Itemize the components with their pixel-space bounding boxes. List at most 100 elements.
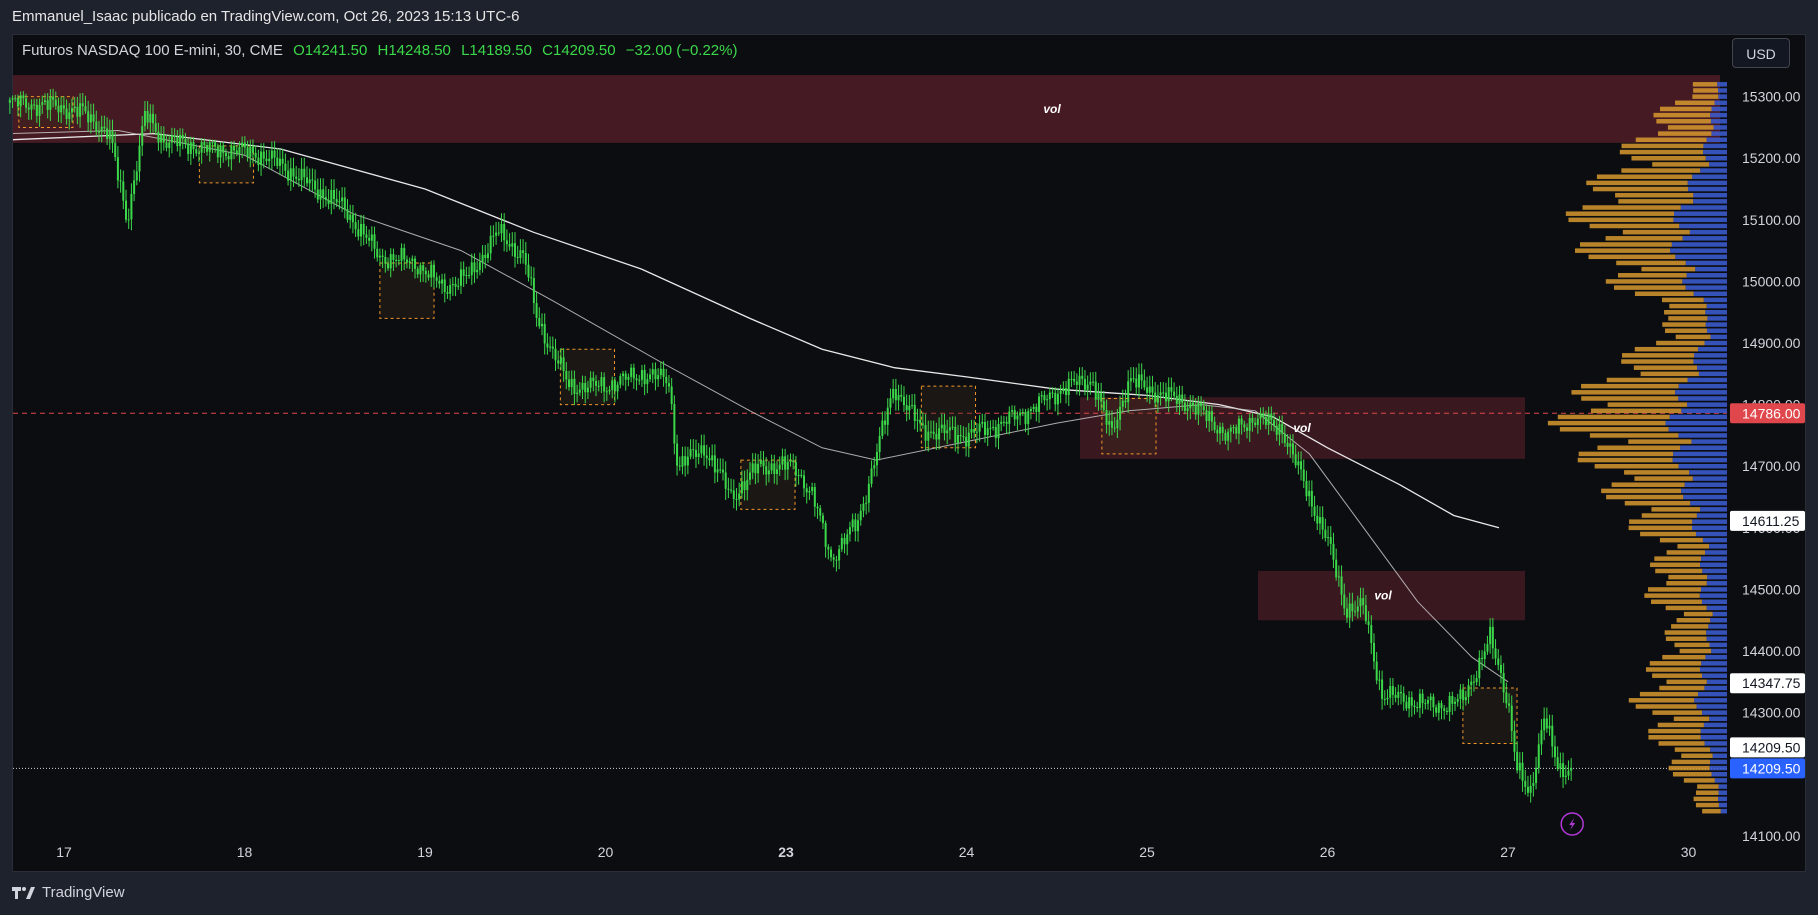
volume-profile-bar xyxy=(1624,470,1690,475)
candle-body xyxy=(300,168,303,181)
candle-body xyxy=(14,98,17,100)
candle-body xyxy=(106,128,109,139)
candle-body xyxy=(711,455,714,461)
candle-body xyxy=(978,423,981,432)
candle-body xyxy=(622,373,625,377)
candle-body xyxy=(765,466,768,475)
symbol-name[interactable]: Futuros NASDAQ 100 E-mini, 30, CME xyxy=(22,42,283,59)
volume-profile-bar xyxy=(1679,648,1712,654)
candle-body xyxy=(1340,576,1343,595)
candle-body xyxy=(570,378,573,388)
candle-body xyxy=(1113,427,1116,429)
candle-body xyxy=(1367,621,1370,626)
candle-body xyxy=(1337,576,1340,578)
candle-body xyxy=(1467,685,1470,697)
candle-body xyxy=(443,279,446,293)
candle-body xyxy=(643,370,646,385)
volume-profile-bar xyxy=(1629,519,1693,524)
candle-body xyxy=(1329,537,1332,544)
candle-body xyxy=(122,181,125,201)
alert-lightning-icon[interactable] xyxy=(1560,812,1584,836)
price-label: 14209.50 xyxy=(1742,739,1801,755)
volume-profile-bar xyxy=(1675,100,1715,106)
candle-body xyxy=(1089,381,1092,385)
volume-profile-bar xyxy=(1619,149,1704,155)
candle-body xyxy=(1175,395,1178,404)
candle-body xyxy=(543,323,546,344)
candle-body xyxy=(1475,678,1478,683)
candle-body xyxy=(1510,705,1513,731)
volume-profile-bar xyxy=(1711,648,1727,654)
candle-body xyxy=(959,435,962,437)
volume-profile-bar xyxy=(1711,131,1727,136)
candle-body xyxy=(919,419,922,424)
y-tick-label: 15200.00 xyxy=(1742,150,1801,166)
volume-profile-bar xyxy=(1559,427,1669,432)
candle-body xyxy=(1143,380,1146,388)
volume-profile-bar xyxy=(1606,494,1684,500)
candle-body xyxy=(16,98,19,107)
candle-body xyxy=(1440,703,1443,709)
candle-body xyxy=(1013,410,1016,420)
candle-body xyxy=(581,382,584,390)
tradingview-brand[interactable]: TradingView xyxy=(12,884,125,901)
candle-body xyxy=(95,121,98,132)
candle-body xyxy=(738,493,741,500)
symbol-legend[interactable]: Futuros NASDAQ 100 E-mini, 30, CME O1424… xyxy=(22,42,737,59)
candle-body xyxy=(135,171,138,181)
candle-body xyxy=(611,380,614,390)
candle-body xyxy=(268,158,271,162)
candle-body xyxy=(168,142,171,148)
candle-body xyxy=(1051,392,1054,394)
candle-body xyxy=(1078,375,1081,385)
volume-profile-bar xyxy=(1707,316,1727,321)
candle-body xyxy=(800,474,803,476)
candle-body xyxy=(414,258,417,269)
candle-body xyxy=(1056,393,1059,405)
volume-profile-bar xyxy=(1659,685,1705,691)
candle-body xyxy=(254,152,257,158)
volume-profile-bar xyxy=(1578,451,1674,457)
candle-body xyxy=(767,470,770,475)
candle-body xyxy=(1062,388,1065,392)
candle-body xyxy=(730,489,733,491)
volume-profile-bar xyxy=(1605,279,1683,284)
lightning-glyph xyxy=(1569,818,1576,830)
candle-body xyxy=(76,106,79,117)
candle-body xyxy=(454,283,457,287)
candle-body xyxy=(649,374,652,380)
candle-body xyxy=(1283,433,1286,443)
candle-body xyxy=(1310,490,1313,507)
volume-profile-bar xyxy=(1687,402,1727,407)
volume-profile-bar xyxy=(1571,390,1676,395)
candle-body xyxy=(243,142,246,148)
volume-profile-bar xyxy=(1597,445,1681,451)
currency-button[interactable]: USD xyxy=(1732,38,1790,68)
candle-body xyxy=(757,464,760,474)
candle-body xyxy=(1381,679,1384,699)
candle-body xyxy=(1278,423,1281,435)
volume-profile-bar xyxy=(1699,667,1727,672)
candle-body xyxy=(784,456,787,470)
candle-body xyxy=(808,491,811,493)
candle-body xyxy=(781,456,784,465)
price-axis[interactable] xyxy=(1727,72,1805,842)
candle-body xyxy=(1162,392,1165,394)
volume-profile-bar xyxy=(1692,476,1727,481)
volume-profile-bar xyxy=(1702,537,1727,543)
candle-body xyxy=(630,367,633,377)
candle-body xyxy=(438,280,441,284)
volume-profile-bar xyxy=(1671,759,1711,765)
volume-profile-bar xyxy=(1709,642,1727,648)
volume-profile-bar xyxy=(1710,747,1727,752)
candle-body xyxy=(678,465,681,467)
candle-body xyxy=(894,388,897,401)
candle-body xyxy=(1186,408,1189,411)
volume-profile-bar xyxy=(1703,722,1727,728)
candle-body xyxy=(1246,427,1249,431)
volume-profile-bar xyxy=(1645,667,1700,672)
volume-profile-bar xyxy=(1718,784,1727,789)
candle-body xyxy=(1210,411,1213,422)
volume-profile-bar xyxy=(1650,599,1702,605)
